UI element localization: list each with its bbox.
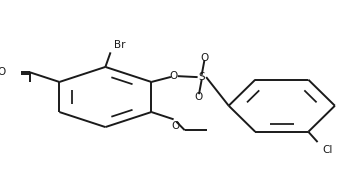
Text: O: O <box>0 67 5 77</box>
Text: O: O <box>195 92 203 101</box>
Text: S: S <box>198 72 205 82</box>
Text: O: O <box>170 71 178 81</box>
Text: Br: Br <box>114 40 126 50</box>
Text: O: O <box>200 53 209 63</box>
Text: Cl: Cl <box>322 145 332 155</box>
Text: O: O <box>171 121 179 131</box>
